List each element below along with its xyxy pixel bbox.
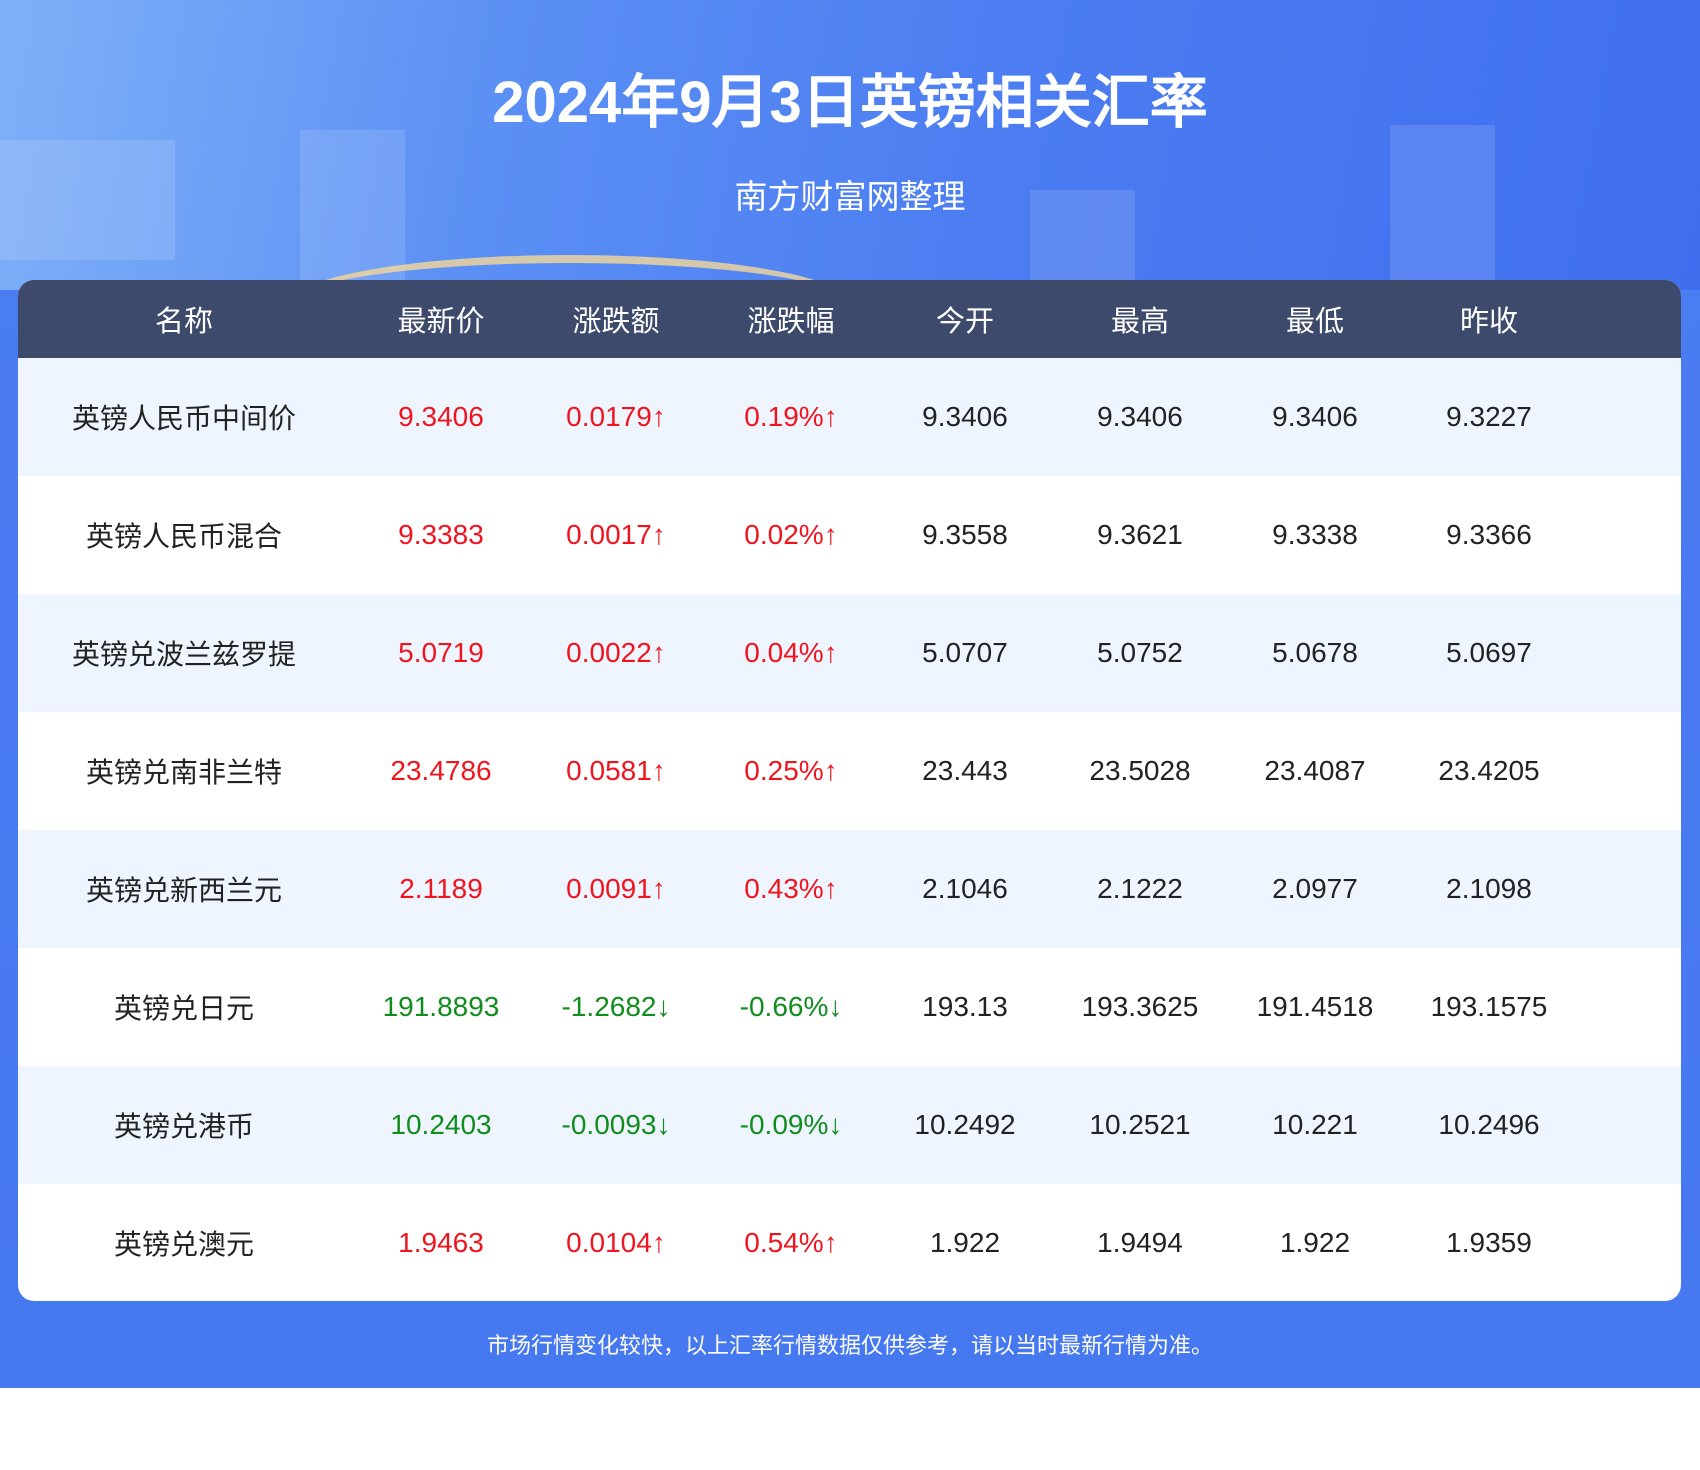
table-row: 英镑人民币中间价 9.3406 0.0179↑ 0.19%↑ 9.3406 9.3406 9… xyxy=(18,358,1681,476)
cell-latest: 191.8893 xyxy=(382,991,500,1022)
cell-low: 9.3406 xyxy=(1272,401,1358,432)
cell-name: 英镑兑日元 xyxy=(113,993,254,1024)
column-header-latest: 最新价 xyxy=(397,306,485,338)
cell-name: 英镑兑澳元 xyxy=(113,1229,254,1260)
cell-change: -1.2682↓ xyxy=(561,991,671,1022)
cell-latest: 2.1189 xyxy=(399,873,483,904)
cell-change-pct: -0.66%↓ xyxy=(739,991,843,1022)
cell-prev-close: 9.3366 xyxy=(1446,519,1532,550)
cell-high: 5.0752 xyxy=(1097,637,1183,668)
cell-name: 英镑人民币中间价 xyxy=(71,403,296,434)
cell-low: 2.0977 xyxy=(1272,873,1358,904)
cell-change-pct: 0.25%↑ xyxy=(744,755,838,786)
cell-change: 0.0022↑ xyxy=(566,637,666,668)
disclaimer-note: 市场行情变化较快，以上汇率行情数据仅供参考，请以当时最新行情为准。 xyxy=(486,1333,1213,1358)
cell-high: 193.3625 xyxy=(1081,991,1199,1022)
column-header-open: 今开 xyxy=(935,306,994,338)
column-header-high: 最高 xyxy=(1110,306,1169,338)
cell-high: 9.3621 xyxy=(1097,519,1183,550)
cell-high: 9.3406 xyxy=(1097,401,1183,432)
decor-arc xyxy=(290,255,850,290)
cell-change-pct: 0.02%↑ xyxy=(744,519,838,550)
table-row: 英镑兑波兰兹罗提 5.0719 0.0022↑ 0.04%↑ 5.0707 5.0752 5… xyxy=(18,594,1681,712)
column-header-change-pct: 涨跌幅 xyxy=(747,306,835,338)
cell-high: 2.1222 xyxy=(1097,873,1183,904)
table-row: 英镑兑澳元 1.9463 0.0104↑ 0.54%↑ 1.922 1.9494 1.922… xyxy=(18,1184,1681,1301)
column-header-low: 最低 xyxy=(1285,306,1344,338)
page-subtitle: 南方财富网整理 xyxy=(734,178,966,215)
cell-open: 10.2492 xyxy=(914,1109,1016,1140)
cell-change-pct: -0.09%↓ xyxy=(739,1109,843,1140)
cell-high: 23.5028 xyxy=(1089,755,1191,786)
decor-building xyxy=(300,130,405,290)
table-body: 英镑人民币中间价 9.3406 0.0179↑ 0.19%↑ 9.3406 9.3406 9… xyxy=(18,358,1681,1301)
cell-open: 193.13 xyxy=(922,991,1008,1022)
decor-building xyxy=(1390,125,1495,290)
column-header-prev-close: 昨收 xyxy=(1459,306,1518,338)
cell-prev-close: 23.4205 xyxy=(1438,755,1540,786)
cell-open: 5.0707 xyxy=(922,637,1008,668)
cell-prev-close: 193.1575 xyxy=(1430,991,1548,1022)
cell-name: 英镑人民币混合 xyxy=(85,521,282,552)
cell-change-pct: 0.54%↑ xyxy=(744,1227,838,1258)
cell-change-pct: 0.43%↑ xyxy=(744,873,838,904)
cell-open: 23.443 xyxy=(922,755,1008,786)
cell-name: 英镑兑南非兰特 xyxy=(85,757,282,788)
table-row: 英镑兑南非兰特 23.4786 0.0581↑ 0.25%↑ 23.443 23.5028… xyxy=(18,712,1681,830)
cell-low: 9.3338 xyxy=(1272,519,1358,550)
cell-low: 1.922 xyxy=(1279,1227,1351,1258)
cell-prev-close: 10.2496 xyxy=(1438,1109,1540,1140)
cell-open: 9.3406 xyxy=(922,401,1008,432)
cell-latest: 1.9463 xyxy=(398,1227,484,1258)
cell-latest: 9.3383 xyxy=(398,519,484,550)
cell-latest: 10.2403 xyxy=(390,1109,492,1140)
cell-change: 0.0104↑ xyxy=(566,1227,666,1258)
cell-low: 191.4518 xyxy=(1256,991,1374,1022)
cell-name: 英镑兑新西兰元 xyxy=(85,875,282,906)
cell-latest: 9.3406 xyxy=(398,401,484,432)
cell-open: 1.922 xyxy=(929,1227,1001,1258)
cell-high: 10.2521 xyxy=(1089,1109,1191,1140)
cell-change-pct: 0.19%↑ xyxy=(744,401,838,432)
decor-building xyxy=(0,140,175,260)
table-row: 英镑兑港币 10.2403 -0.0093↓ -0.09%↓ 10.2492 10.252… xyxy=(18,1066,1681,1184)
table-row: 英镑兑新西兰元 2.1189 0.0091↑ 0.43%↑ 2.1046 2.1222 2.… xyxy=(18,830,1681,948)
column-header-name: 名称 xyxy=(154,306,213,338)
cell-prev-close: 2.1098 xyxy=(1446,873,1532,904)
column-header-change: 涨跌额 xyxy=(572,306,660,338)
cell-low: 10.221 xyxy=(1272,1109,1358,1140)
cell-latest: 5.0719 xyxy=(398,637,484,668)
cell-prev-close: 5.0697 xyxy=(1446,637,1532,668)
cell-change: -0.0093↓ xyxy=(561,1109,671,1140)
cell-change: 0.0179↑ xyxy=(566,401,666,432)
exchange-rate-table: 名称 最新价 涨跌额 涨跌幅 今开 最高 最低 昨收 英镑人民币中间价 9.3406 0.0179… xyxy=(18,280,1681,1301)
cell-change: 0.0581↑ xyxy=(566,755,666,786)
table-header: 名称 最新价 涨跌额 涨跌幅 今开 最高 最低 昨收 xyxy=(18,280,1681,358)
table-row: 英镑兑日元 191.8893 -1.2682↓ -0.66%↓ 193.13 193.36… xyxy=(18,948,1681,1066)
table-row: 英镑人民币混合 9.3383 0.0017↑ 0.02%↑ 9.3558 9.3621 9.… xyxy=(18,476,1681,594)
cell-change: 0.0091↑ xyxy=(566,873,666,904)
cell-high: 1.9494 xyxy=(1097,1227,1183,1258)
cell-prev-close: 1.9359 xyxy=(1446,1227,1532,1258)
cell-low: 23.4087 xyxy=(1264,755,1366,786)
cell-low: 5.0678 xyxy=(1272,637,1358,668)
cell-name: 英镑兑港币 xyxy=(113,1111,254,1142)
cell-name: 英镑兑波兰兹罗提 xyxy=(71,639,296,670)
cell-change-pct: 0.04%↑ xyxy=(744,637,838,668)
page-title: 2024年9月3日英镑相关汇率 xyxy=(492,70,1208,135)
cell-prev-close: 9.3227 xyxy=(1446,401,1532,432)
cell-change: 0.0017↑ xyxy=(566,519,666,550)
cell-latest: 23.4786 xyxy=(390,755,492,786)
cell-open: 9.3558 xyxy=(922,519,1008,550)
decor-building xyxy=(1030,190,1135,290)
hero-banner xyxy=(0,0,1700,290)
cell-open: 2.1046 xyxy=(922,873,1008,904)
